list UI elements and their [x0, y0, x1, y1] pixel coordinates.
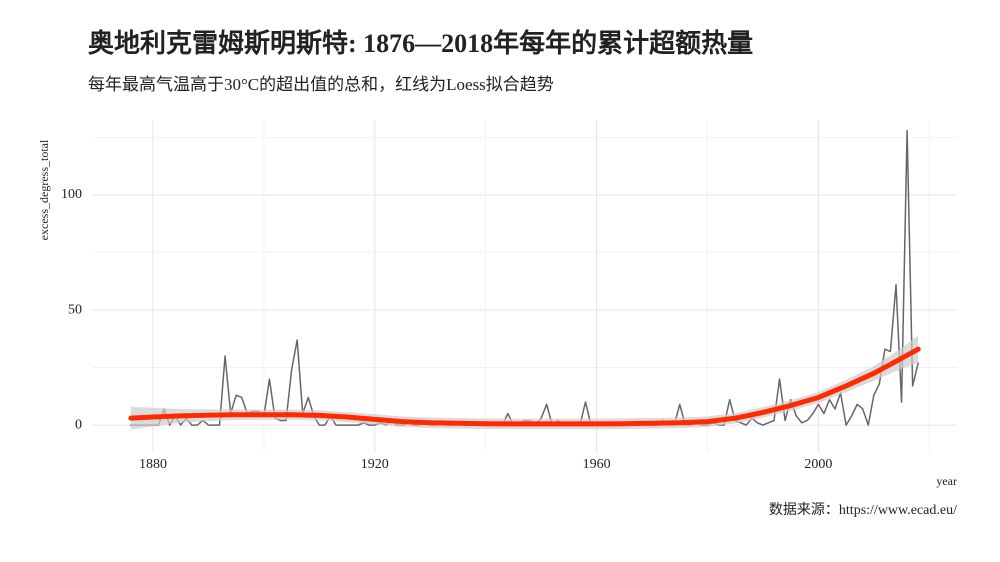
y-axis-label: excess_degress_total: [37, 139, 51, 240]
y-tick-label: 0: [75, 417, 82, 432]
chart-title: 奥地利克雷姆斯明斯特: 1876—2018年每年的累计超额热量: [88, 28, 753, 58]
confidence-band: [130, 335, 919, 430]
trend-line: [128, 346, 921, 427]
x-tick-label: 1960: [583, 457, 611, 472]
chart-subtitle: 每年最高气温高于30°C的超出值的总和，红线为Loess拟合趋势: [88, 75, 554, 94]
x-axis-label: year: [936, 474, 957, 488]
x-tick-label: 1880: [139, 457, 167, 472]
y-tick-label: 50: [68, 302, 82, 317]
x-tick-label: 2000: [804, 457, 832, 472]
data-line: [130, 129, 919, 426]
y-tick-label: 100: [61, 187, 82, 202]
caption: 数据来源：https://www.ecad.eu/: [769, 502, 957, 518]
x-tick-label: 1920: [361, 457, 389, 472]
